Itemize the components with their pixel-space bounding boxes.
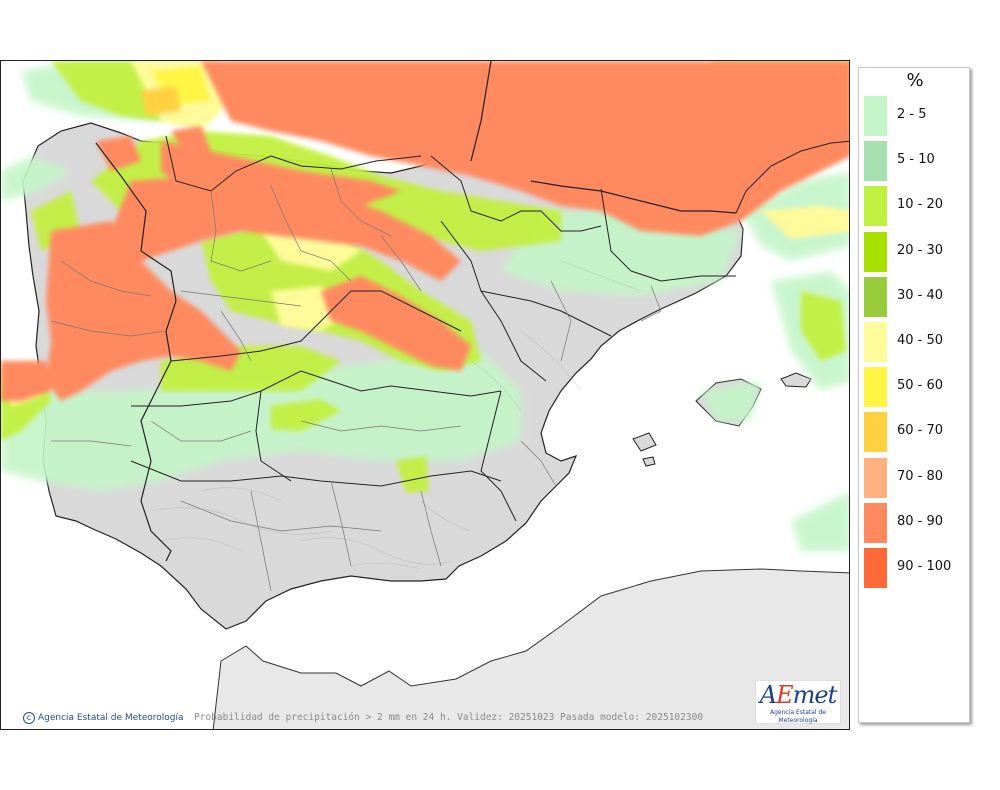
- legend-label: 5 - 10: [897, 152, 935, 168]
- legend-swatch: [864, 548, 887, 588]
- legend-swatch: [864, 457, 887, 498]
- legend-label: 60 - 70: [897, 423, 944, 439]
- legend-swatch: [864, 412, 887, 453]
- legend-row: 30 - 40: [864, 272, 968, 317]
- legend-row: 10 - 20: [864, 181, 968, 227]
- legend-label: 40 - 50: [897, 333, 944, 348]
- north-africa-land: [212, 568, 849, 729]
- ibiza-island: [632, 432, 657, 452]
- legend-swatch: [864, 186, 887, 227]
- legend-swatch: [864, 231, 887, 272]
- terrain-shading: [150, 260, 642, 570]
- formentera-island: [642, 456, 656, 467]
- legend-label: 70 - 80: [897, 468, 944, 484]
- legend-row: 40 - 50: [864, 317, 968, 362]
- legend-row: 90 - 100: [864, 543, 968, 588]
- legend-row: 50 - 60: [864, 362, 968, 408]
- legend-row: 70 - 80: [864, 453, 968, 498]
- legend-row: 60 - 70: [864, 407, 968, 453]
- france-spain-border: [470, 61, 737, 214]
- logo-wordmark-rest: met: [792, 681, 838, 709]
- aemet-logo: AEmet Agencia Estatal de Meteorología: [755, 680, 841, 724]
- legend-label: 90 - 100: [897, 559, 952, 574]
- regional-borders: [130, 135, 736, 522]
- france-coast: [735, 140, 849, 214]
- logo-letter-a: A: [759, 681, 777, 709]
- legend-swatch: [864, 141, 887, 182]
- legend-label: 50 - 60: [897, 378, 944, 394]
- legend-label: 10 - 20: [897, 197, 944, 213]
- precipitation-probability-map[interactable]: c Agencia Estatal de Meteorología Probabi…: [0, 60, 850, 730]
- probability-layer-high: [1, 61, 849, 401]
- legend-label: 20 - 30: [897, 242, 944, 258]
- menorca-island: [780, 372, 812, 388]
- legend-row: 5 - 10: [864, 136, 968, 182]
- legend-swatch: [864, 322, 887, 362]
- map-legend: % 2 - 5 5 - 10 10 - 20 20 - 30 30 - 40 40 - 5…: [858, 67, 970, 723]
- copyright-icon: c: [23, 712, 35, 724]
- legend-row: 80 - 90: [864, 498, 968, 543]
- logo-subtitle: Agencia Estatal de Meteorología: [769, 709, 826, 724]
- map-canvas: [1, 61, 849, 729]
- legend-row: 20 - 30: [864, 227, 968, 272]
- province-borders: [50, 168, 662, 592]
- credit-line: c Agencia Estatal de Meteorología: [23, 712, 184, 724]
- legend-swatch: [864, 96, 887, 136]
- legend-title: %: [906, 70, 924, 91]
- credit-text: Agencia Estatal de Meteorología: [38, 713, 184, 723]
- legend-swatch: [864, 502, 887, 543]
- legend-label: 80 - 90: [897, 513, 944, 529]
- map-caption: Probabilidad de precipitación > 2 mm en …: [194, 712, 704, 723]
- legend-label: 2 - 5: [897, 107, 927, 122]
- legend-swatch: [864, 367, 887, 408]
- legend-row: 2 - 5: [864, 91, 968, 136]
- legend-swatch: [864, 276, 887, 317]
- legend-label: 30 - 40: [897, 287, 944, 303]
- logo-letter-e: E: [776, 681, 794, 709]
